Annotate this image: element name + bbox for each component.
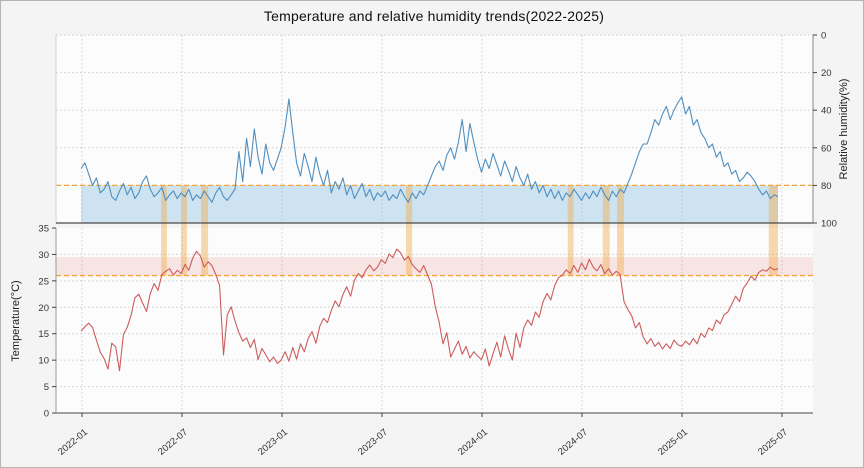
highlight-band [617, 185, 624, 276]
highlight-band [602, 185, 610, 276]
humidity-tick-label: 80 [821, 181, 832, 192]
highlight-band [768, 185, 778, 276]
temperature-tick-label: 25 [38, 276, 49, 287]
high-humidity-zone [81, 185, 778, 223]
x-tick-label: 2024-07 [556, 427, 590, 458]
temperature-axis-label: Temperature(°C) [10, 280, 22, 362]
temperature-tick-label: 30 [38, 250, 49, 261]
x-tick-label: 2025-07 [756, 427, 790, 458]
x-tick-label: 2024-01 [456, 427, 490, 458]
highlight-band [161, 185, 167, 276]
temperature-tick-label: 35 [38, 224, 49, 235]
highlight-band [567, 185, 574, 276]
temperature-line [80, 248, 779, 372]
humidity-tick-label: 60 [821, 143, 832, 154]
x-tick-label: 2023-07 [356, 427, 390, 458]
x-tick-label: 2022-01 [56, 427, 90, 458]
humidity-tick-label: 40 [821, 106, 832, 117]
highlight-band [201, 185, 209, 276]
temperature-plot-bg [56, 228, 813, 413]
humidity-axis-label: Relative humidity(%) [838, 78, 850, 180]
temperature-tick-label: 0 [44, 409, 49, 420]
highlight-band [406, 185, 413, 276]
x-tick-label: 2023-01 [256, 427, 290, 458]
humidity-tick-label: 20 [821, 68, 832, 79]
temperature-tick-label: 10 [38, 356, 49, 367]
high-temperature-zone [56, 257, 813, 276]
highlight-band [181, 185, 187, 276]
temperature-tick-label: 5 [44, 382, 49, 393]
humidity-tick-label: 0 [821, 31, 826, 42]
x-tick-label: 2025-01 [656, 427, 690, 458]
x-tick-label: 2022-07 [156, 427, 190, 458]
humidity-line [80, 96, 779, 203]
temperature-tick-label: 15 [38, 329, 49, 340]
temperature-tick-label: 20 [38, 303, 49, 314]
humidity-tick-label: 100 [821, 219, 837, 230]
chart-title: Temperature and relative humidity trends… [263, 8, 605, 24]
